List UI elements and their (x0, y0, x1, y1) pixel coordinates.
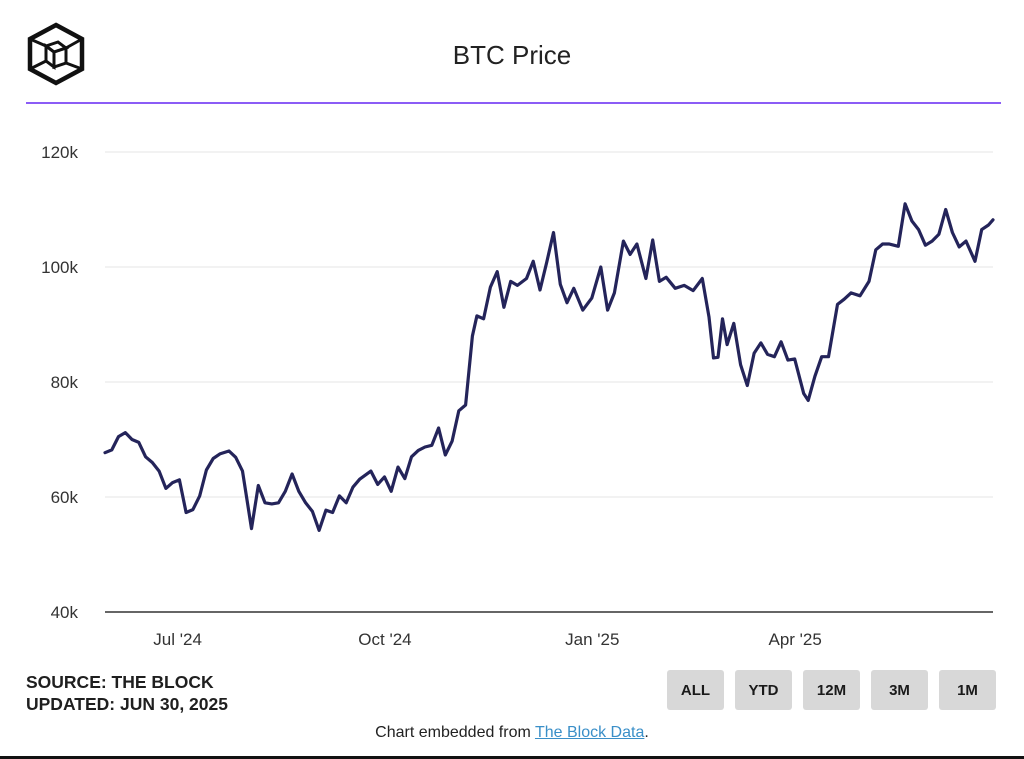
updated-label: UPDATED: JUN 30, 2025 (26, 694, 228, 714)
title-divider (26, 102, 1001, 104)
chart-title: BTC Price (452, 40, 572, 70)
price-chart[interactable]: 40k 60k 80k 100k 120k Jul '24 Oct '24 Jan '25 Ap… (0, 0, 1024, 660)
range-1m-button[interactable]: 1M (939, 670, 996, 710)
range-ytd-button[interactable]: YTD (735, 670, 792, 710)
the-block-cube-icon (27, 22, 85, 86)
range-12m-button[interactable]: 12M (803, 670, 860, 710)
source-label: SOURCE: THE BLOCK (26, 672, 214, 692)
btc-price-line (103, 202, 995, 533)
bottom-border (0, 756, 1024, 759)
x-tick-label: Jul '24 (153, 630, 202, 649)
range-3m-button[interactable]: 3M (871, 670, 928, 710)
x-tick-label: Apr '25 (768, 630, 821, 649)
y-tick-label: 40k (51, 603, 79, 622)
source-block: SOURCE: THE BLOCK UPDATED: JUN 30, 2025 (26, 671, 228, 715)
x-tick-label: Oct '24 (358, 630, 411, 649)
footer-suffix: . (644, 724, 649, 741)
footer-prefix: Chart embedded from (375, 724, 535, 741)
y-tick-label: 60k (51, 488, 79, 507)
embed-footer: Chart embedded from The Block Data. (0, 724, 1024, 742)
y-tick-label: 120k (41, 143, 78, 162)
y-tick-label: 80k (51, 373, 79, 392)
range-all-button[interactable]: ALL (667, 670, 724, 710)
range-selector: ALL YTD 12M 3M 1M (667, 670, 996, 710)
x-tick-label: Jan '25 (565, 630, 619, 649)
the-block-data-link[interactable]: The Block Data (534, 724, 645, 741)
y-tick-label: 100k (41, 258, 78, 277)
